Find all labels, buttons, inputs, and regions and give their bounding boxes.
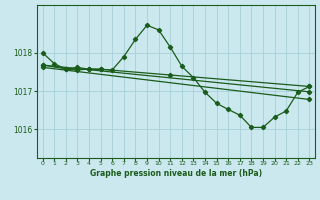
X-axis label: Graphe pression niveau de la mer (hPa): Graphe pression niveau de la mer (hPa) bbox=[90, 169, 262, 178]
